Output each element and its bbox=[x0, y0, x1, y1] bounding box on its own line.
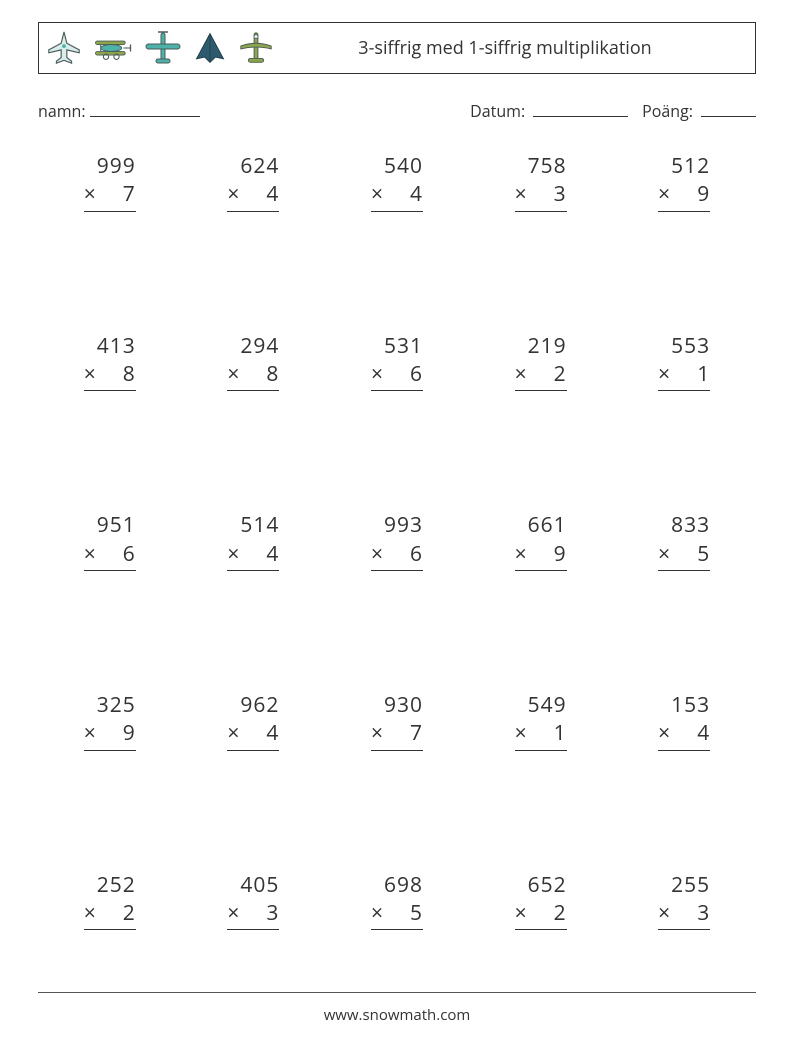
problem-13: 993× 6 bbox=[325, 511, 469, 571]
multiplicand: 325 bbox=[84, 691, 136, 719]
problem-19: 549× 1 bbox=[469, 691, 613, 751]
multiplicand: 993 bbox=[371, 511, 423, 539]
multiplier-row: × 7 bbox=[371, 719, 423, 750]
problem-11: 951× 6 bbox=[38, 511, 182, 571]
name-label: namn: bbox=[38, 100, 86, 122]
problem-5: 512× 9 bbox=[612, 152, 756, 212]
name-blank[interactable] bbox=[90, 100, 200, 117]
multiplicand: 652 bbox=[515, 871, 567, 899]
multiplier-row: × 2 bbox=[515, 360, 567, 391]
multiplicand: 553 bbox=[658, 332, 710, 360]
problem-23: 698× 5 bbox=[325, 871, 469, 931]
problem-8: 531× 6 bbox=[325, 332, 469, 392]
multiplicand: 294 bbox=[227, 332, 279, 360]
multiplicand: 153 bbox=[658, 691, 710, 719]
multiplicand: 698 bbox=[371, 871, 423, 899]
problem-1: 999× 7 bbox=[38, 152, 182, 212]
problem-6: 413× 8 bbox=[38, 332, 182, 392]
multiplier-row: × 4 bbox=[227, 540, 279, 571]
multiplier-row: × 1 bbox=[658, 360, 710, 391]
multiplicand: 540 bbox=[371, 152, 423, 180]
multiplicand: 999 bbox=[84, 152, 136, 180]
footer-url: www.snowmath.com bbox=[38, 992, 756, 1025]
score-blank[interactable] bbox=[701, 100, 756, 117]
multiplicand: 219 bbox=[515, 332, 567, 360]
problem-9: 219× 2 bbox=[469, 332, 613, 392]
stealth-icon bbox=[192, 30, 228, 66]
multiplicand: 531 bbox=[371, 332, 423, 360]
multiplier-row: × 7 bbox=[84, 180, 136, 211]
multiplier-row: × 5 bbox=[371, 899, 423, 930]
green-plane-icon bbox=[237, 29, 275, 67]
date-label: Datum: bbox=[470, 100, 525, 122]
problem-7: 294× 8 bbox=[182, 332, 326, 392]
prop-plane-icon bbox=[143, 28, 183, 68]
problem-17: 962× 4 bbox=[182, 691, 326, 751]
multiplier-row: × 5 bbox=[658, 540, 710, 571]
jet-icon bbox=[45, 29, 83, 67]
multiplier-row: × 1 bbox=[515, 719, 567, 750]
multiplicand: 833 bbox=[658, 511, 710, 539]
problem-2: 624× 4 bbox=[182, 152, 326, 212]
multiplier-row: × 3 bbox=[515, 180, 567, 211]
date-blank[interactable] bbox=[533, 100, 628, 117]
multiplier-row: × 9 bbox=[658, 180, 710, 211]
multiplier-row: × 6 bbox=[371, 540, 423, 571]
problem-16: 325× 9 bbox=[38, 691, 182, 751]
problem-10: 553× 1 bbox=[612, 332, 756, 392]
multiplier-row: × 8 bbox=[84, 360, 136, 391]
multiplier-row: × 3 bbox=[658, 899, 710, 930]
multiplier-row: × 4 bbox=[227, 180, 279, 211]
multiplier-row: × 3 bbox=[227, 899, 279, 930]
multiplicand: 624 bbox=[227, 152, 279, 180]
biplane-icon bbox=[92, 32, 134, 64]
header-icons bbox=[45, 28, 275, 68]
worksheet-header: 3-siffrig med 1-siffrig multiplikation bbox=[38, 22, 756, 74]
multiplicand: 930 bbox=[371, 691, 423, 719]
multiplicand: 962 bbox=[227, 691, 279, 719]
problem-14: 661× 9 bbox=[469, 511, 613, 571]
multiplicand: 549 bbox=[515, 691, 567, 719]
multiplier-row: × 2 bbox=[84, 899, 136, 930]
multiplier-row: × 4 bbox=[371, 180, 423, 211]
multiplicand: 951 bbox=[84, 511, 136, 539]
multiplicand: 413 bbox=[84, 332, 136, 360]
worksheet-title: 3-siffrig med 1-siffrig multiplikation bbox=[275, 36, 745, 60]
multiplicand: 758 bbox=[515, 152, 567, 180]
problem-22: 405× 3 bbox=[182, 871, 326, 931]
multiplier-row: × 6 bbox=[371, 360, 423, 391]
multiplicand: 661 bbox=[515, 511, 567, 539]
multiplicand: 255 bbox=[658, 871, 710, 899]
multiplier-row: × 2 bbox=[515, 899, 567, 930]
problem-15: 833× 5 bbox=[612, 511, 756, 571]
multiplier-row: × 9 bbox=[515, 540, 567, 571]
problem-3: 540× 4 bbox=[325, 152, 469, 212]
problem-4: 758× 3 bbox=[469, 152, 613, 212]
multiplier-row: × 4 bbox=[658, 719, 710, 750]
score-label: Poäng: bbox=[642, 100, 693, 122]
multiplier-row: × 4 bbox=[227, 719, 279, 750]
problem-20: 153× 4 bbox=[612, 691, 756, 751]
multiplier-row: × 8 bbox=[227, 360, 279, 391]
meta-row: namn: Datum: Poäng: bbox=[38, 100, 756, 122]
multiplicand: 514 bbox=[227, 511, 279, 539]
problem-25: 255× 3 bbox=[612, 871, 756, 931]
multiplicand: 252 bbox=[84, 871, 136, 899]
problem-12: 514× 4 bbox=[182, 511, 326, 571]
multiplicand: 405 bbox=[227, 871, 279, 899]
problems-grid: 999× 7624× 4540× 4758× 3512× 9413× 8294×… bbox=[38, 152, 756, 930]
problem-18: 930× 7 bbox=[325, 691, 469, 751]
multiplier-row: × 9 bbox=[84, 719, 136, 750]
problem-21: 252× 2 bbox=[38, 871, 182, 931]
multiplier-row: × 6 bbox=[84, 540, 136, 571]
multiplicand: 512 bbox=[658, 152, 710, 180]
problem-24: 652× 2 bbox=[469, 871, 613, 931]
